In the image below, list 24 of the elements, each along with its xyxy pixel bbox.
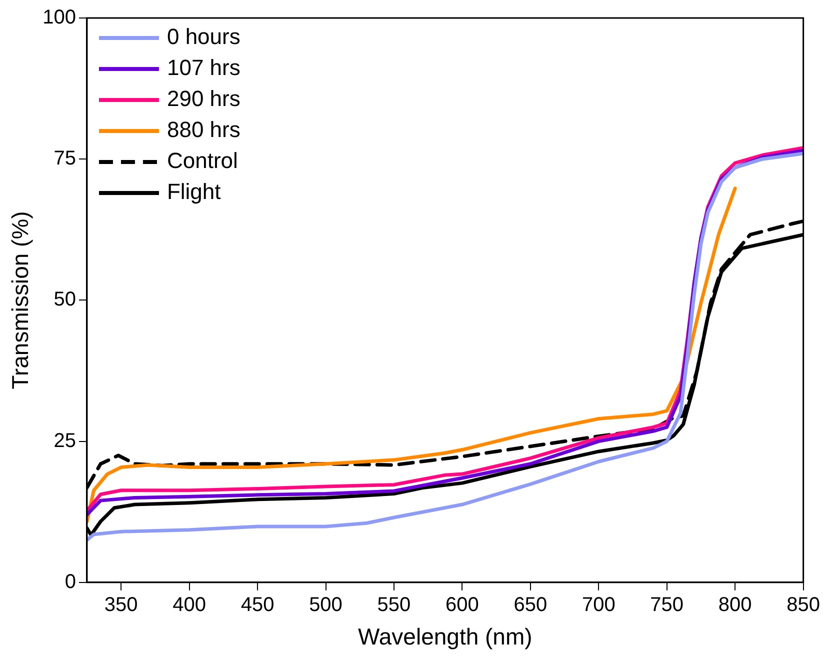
y-axis-title: Transmission (%): [7, 211, 34, 390]
x-tick-label: 700: [582, 594, 616, 616]
x-tick-label: 500: [309, 594, 342, 616]
x-tick-label: 400: [172, 594, 206, 616]
legend-label: 880 hrs: [166, 117, 240, 142]
x-tick-label: 800: [718, 594, 752, 616]
x-tick-label: 350: [104, 594, 138, 616]
legend-label: 107 hrs: [166, 55, 240, 80]
y-tick-label: 75: [54, 148, 76, 170]
legend-label: 0 hours: [166, 24, 240, 50]
x-tick-label: 850: [786, 594, 820, 616]
x-tick-label: 650: [514, 594, 548, 616]
x-tick-label: 550: [377, 594, 411, 616]
x-tick-label: 600: [446, 594, 479, 616]
x-axis-title: Wavelength (nm): [358, 624, 532, 650]
legend-label: Control: [166, 148, 238, 174]
y-tick-label: 50: [54, 288, 76, 311]
legend-label: Flight: [166, 179, 221, 204]
legend-label: 290 hrs: [166, 86, 240, 112]
x-tick-label: 750: [650, 594, 684, 616]
y-tick-label: 100: [42, 6, 76, 29]
y-tick-label: 0: [64, 570, 76, 593]
x-tick-label: 450: [240, 594, 274, 616]
y-tick-label: 25: [54, 430, 76, 452]
